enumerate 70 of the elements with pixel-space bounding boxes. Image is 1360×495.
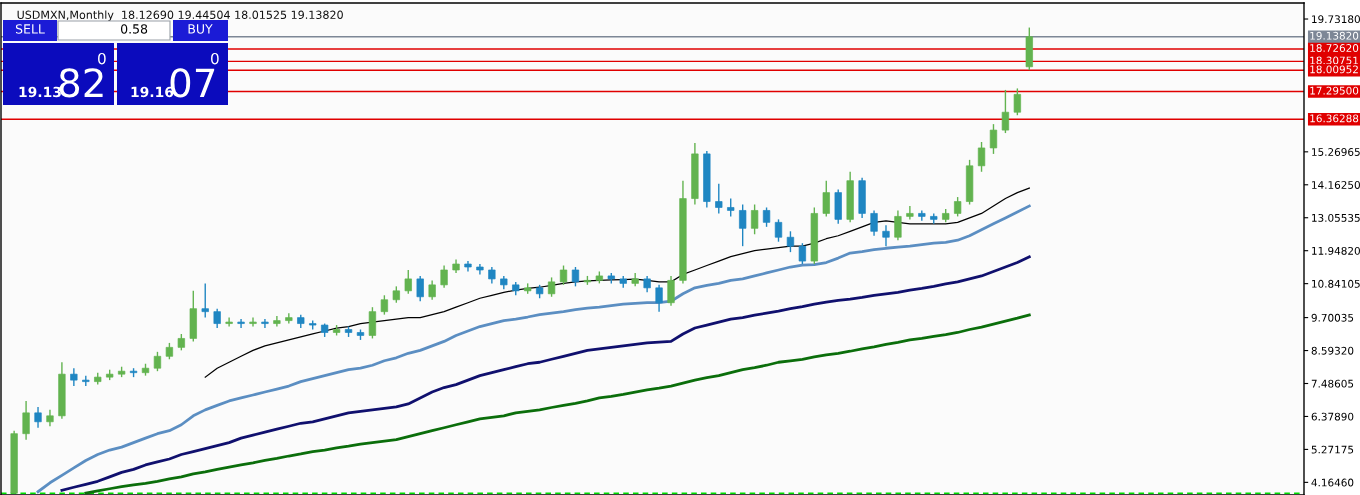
- y-tick-label: 5.27175: [1311, 445, 1354, 454]
- candlestick: [750, 203, 759, 235]
- candlestick: [571, 266, 580, 288]
- candlestick: [1001, 89, 1010, 134]
- candlestick: [368, 306, 377, 340]
- candlestick: [906, 205, 914, 221]
- candlestick: [715, 182, 723, 215]
- y-tick-label: 13.05535: [1312, 213, 1360, 222]
- candlestick: [201, 282, 209, 319]
- line-series: [84, 313, 1031, 495]
- candlestick: [1013, 87, 1021, 116]
- candlestick: [918, 209, 926, 222]
- y-tick-label: 4.16460: [1311, 478, 1354, 487]
- candlestick: [153, 351, 162, 372]
- y-tick-label: 14.16250: [1312, 181, 1360, 189]
- candlestick: [870, 209, 878, 237]
- ref-line-label: 18.00952: [1310, 65, 1358, 74]
- annotation: 0: [211, 52, 219, 65]
- ref-line-label: 17.29500: [1310, 86, 1359, 95]
- ref-line-label: 18.72620: [1310, 44, 1359, 52]
- candlestick: [822, 179, 830, 218]
- annotation: 19.13: [19, 86, 61, 98]
- candlestick: [894, 209, 902, 241]
- candlestick: [380, 294, 389, 316]
- line-series: [60, 255, 1031, 492]
- candlestick: [428, 279, 436, 301]
- candlestick: [798, 242, 807, 265]
- candlestick: [762, 206, 771, 228]
- y-tick-label: 11.94820: [1312, 246, 1360, 255]
- candlestick: [786, 230, 795, 253]
- candlestick: [416, 275, 424, 302]
- candlestick: [404, 269, 412, 295]
- candlestick: [989, 123, 998, 155]
- y-tick-label: 15.26965: [1312, 148, 1360, 156]
- line-series: [204, 187, 1030, 378]
- annotation: 0.58: [120, 24, 148, 34]
- annotation: SELL: [15, 24, 45, 34]
- candlestick: [954, 196, 962, 218]
- candlestick: [977, 141, 986, 173]
- text: USDMXN,Monthly 18.12690 19.44504 18.01525 19.13820: [17, 10, 343, 22]
- ref-line-label: 16.36288: [1310, 114, 1359, 123]
- candlestick: [225, 316, 233, 328]
- y-tick-label: 19.73180: [1312, 15, 1360, 24]
- y-tick-label: 8.59320: [1311, 346, 1354, 355]
- candlestick: [655, 284, 663, 313]
- candlestick: [249, 316, 257, 328]
- candlestick: [559, 264, 568, 286]
- candlestick: [774, 218, 783, 243]
- candlestick: [273, 315, 281, 328]
- y-tick-label: 9.70035: [1311, 313, 1354, 322]
- annotation: 0: [98, 52, 106, 65]
- line-series: [36, 204, 1031, 494]
- candlestick: [667, 275, 675, 307]
- annotation: 82: [59, 68, 103, 98]
- y-tick-label: 7.48605: [1311, 379, 1354, 388]
- ref-line-label: 18.30751: [1310, 56, 1358, 65]
- ref-line-label: 19.13820: [1310, 31, 1359, 40]
- candlestick: [440, 264, 448, 289]
- candlestick: [261, 318, 269, 329]
- candlestick: [22, 400, 30, 441]
- annotation: BUY: [188, 24, 213, 34]
- candlestick: [213, 307, 221, 329]
- candlestick: [237, 318, 245, 329]
- candlestick: [547, 276, 556, 298]
- candlestick: [34, 406, 42, 429]
- candlestick: [882, 224, 890, 247]
- candlestick: [739, 203, 747, 247]
- y-tick-label: 6.37890: [1311, 412, 1354, 421]
- y-tick-label: 10.84105: [1312, 279, 1360, 288]
- candlestick: [285, 312, 293, 325]
